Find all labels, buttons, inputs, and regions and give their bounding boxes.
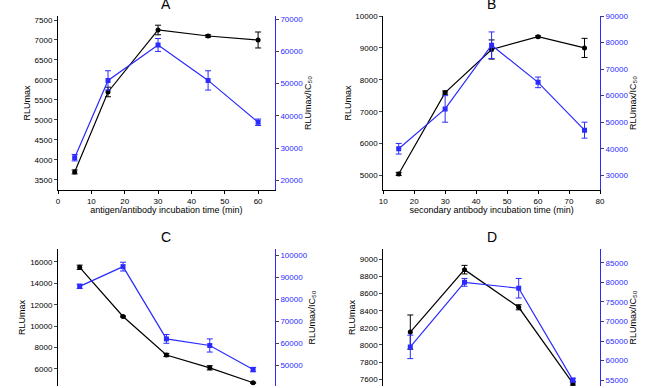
svg-text:6000: 6000	[360, 139, 378, 148]
svg-text:60000: 60000	[606, 356, 629, 365]
svg-text:antigen/antibody incubation ti: antigen/antibody incubation time (min)	[90, 206, 242, 216]
svg-text:8200: 8200	[360, 324, 378, 333]
svg-text:4500: 4500	[35, 136, 53, 145]
svg-text:8000: 8000	[360, 341, 378, 350]
svg-text:5500: 5500	[35, 96, 53, 105]
svg-text:RLUmax/IC₅₀: RLUmax/IC₅₀	[307, 290, 317, 344]
svg-text:RLUmax/IC₅₀: RLUmax/IC₅₀	[303, 76, 313, 130]
svg-text:60: 60	[254, 197, 263, 206]
svg-text:16000: 16000	[30, 258, 53, 267]
svg-text:60000: 60000	[280, 47, 303, 56]
svg-text:85000: 85000	[606, 259, 629, 268]
svg-text:6000: 6000	[35, 76, 53, 85]
svg-text:RLUmax: RLUmax	[347, 300, 357, 336]
svg-text:RLUmax/IC₅₀: RLUmax/IC₅₀	[628, 290, 638, 344]
svg-text:7000: 7000	[35, 36, 53, 45]
svg-text:50: 50	[503, 197, 512, 206]
svg-text:70000: 70000	[606, 317, 629, 326]
svg-text:20: 20	[410, 197, 419, 206]
svg-text:14000: 14000	[30, 279, 53, 288]
svg-text:9000: 9000	[360, 44, 378, 53]
svg-text:80000: 80000	[606, 278, 629, 287]
svg-text:10: 10	[87, 197, 96, 206]
svg-text:30000: 30000	[606, 171, 629, 180]
svg-text:RLUmax: RLUmax	[18, 300, 28, 336]
svg-text:75000: 75000	[606, 298, 629, 307]
svg-text:40000: 40000	[606, 145, 629, 154]
svg-text:50000: 50000	[606, 118, 629, 127]
svg-text:20000: 20000	[280, 176, 303, 185]
svg-text:7800: 7800	[360, 358, 378, 367]
svg-text:65000: 65000	[606, 337, 629, 346]
svg-text:70000: 70000	[606, 65, 629, 74]
svg-text:40000: 40000	[280, 112, 303, 121]
svg-text:40: 40	[472, 197, 481, 206]
svg-text:4000: 4000	[35, 156, 53, 165]
svg-text:60: 60	[534, 197, 543, 206]
svg-text:8000: 8000	[360, 76, 378, 85]
svg-text:5000: 5000	[360, 171, 378, 180]
svg-text:50: 50	[220, 197, 229, 206]
svg-text:6000: 6000	[35, 365, 53, 374]
svg-text:30000: 30000	[280, 144, 303, 153]
svg-text:secondary antibody incubation: secondary antibody incubation time (min)	[410, 206, 574, 216]
svg-text:8600: 8600	[360, 289, 378, 298]
svg-text:80000: 80000	[606, 38, 629, 47]
svg-text:90000: 90000	[280, 273, 303, 282]
svg-text:B: B	[487, 0, 496, 12]
svg-text:RLUmax/IC₅₀: RLUmax/IC₅₀	[628, 76, 638, 130]
svg-text:60000: 60000	[606, 91, 629, 100]
svg-text:7000: 7000	[360, 108, 378, 117]
svg-text:9000: 9000	[360, 255, 378, 264]
svg-text:C: C	[161, 229, 171, 245]
svg-text:80000: 80000	[280, 295, 303, 304]
svg-text:7600: 7600	[360, 375, 378, 384]
svg-text:60000: 60000	[280, 339, 303, 348]
svg-text:5000: 5000	[35, 116, 53, 125]
svg-text:3500: 3500	[35, 176, 53, 185]
svg-text:30: 30	[441, 197, 450, 206]
svg-text:40: 40	[187, 197, 196, 206]
svg-text:50000: 50000	[280, 79, 303, 88]
svg-text:90000: 90000	[606, 12, 629, 21]
svg-text:10000: 10000	[30, 322, 53, 331]
svg-text:8000: 8000	[35, 343, 53, 352]
svg-text:7500: 7500	[35, 16, 53, 25]
svg-text:80: 80	[596, 197, 605, 206]
svg-text:RLUmax: RLUmax	[343, 85, 353, 121]
svg-text:12000: 12000	[30, 301, 53, 310]
svg-text:6500: 6500	[35, 56, 53, 65]
svg-text:10: 10	[379, 197, 388, 206]
svg-text:70000: 70000	[280, 15, 303, 24]
svg-text:D: D	[487, 229, 497, 245]
svg-text:A: A	[161, 0, 171, 12]
svg-text:50000: 50000	[280, 361, 303, 370]
svg-text:RLUmax: RLUmax	[22, 85, 32, 121]
svg-text:100000: 100000	[280, 251, 307, 260]
svg-text:70: 70	[565, 197, 574, 206]
svg-text:30: 30	[154, 197, 163, 206]
svg-text:70000: 70000	[280, 317, 303, 326]
svg-text:0: 0	[56, 197, 61, 206]
svg-text:8800: 8800	[360, 272, 378, 281]
svg-text:55000: 55000	[606, 376, 629, 385]
svg-text:20: 20	[120, 197, 129, 206]
svg-text:10000: 10000	[355, 12, 378, 21]
svg-text:8400: 8400	[360, 307, 378, 316]
